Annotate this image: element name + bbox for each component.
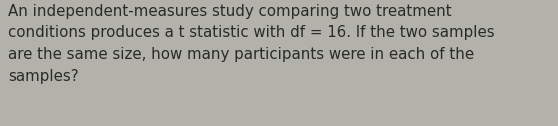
- Text: An independent-measures study comparing two treatment
conditions produces a t st: An independent-measures study comparing …: [8, 4, 494, 84]
